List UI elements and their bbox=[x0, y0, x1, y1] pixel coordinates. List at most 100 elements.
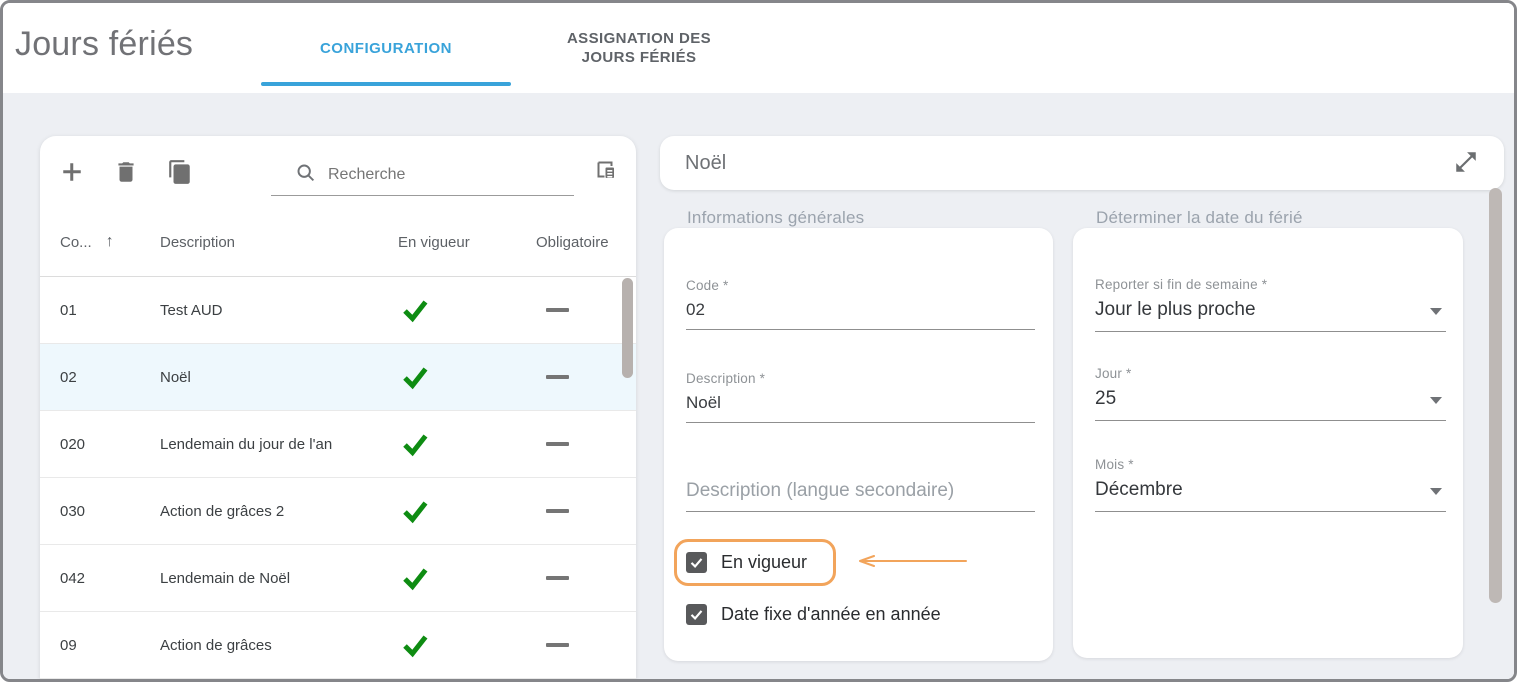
dash-icon bbox=[546, 344, 569, 410]
search-icon bbox=[271, 162, 316, 188]
annotation-arrow-icon bbox=[852, 552, 970, 575]
column-header-obligatoire-label: Obligatoire bbox=[536, 233, 609, 251]
description-field[interactable]: Description * bbox=[686, 371, 1035, 423]
tab-configuration-label: CONFIGURATION bbox=[319, 39, 453, 57]
list-scrollbar-thumb[interactable] bbox=[622, 278, 633, 378]
dash-icon bbox=[546, 277, 569, 343]
column-header-description-label: Description bbox=[160, 233, 236, 251]
column-header-obligatoire[interactable]: Obligatoire bbox=[536, 208, 609, 276]
description-label: Description * bbox=[686, 371, 766, 386]
field-underline bbox=[686, 511, 1035, 512]
field-underline bbox=[686, 422, 1035, 423]
check-icon bbox=[400, 344, 430, 410]
add-button[interactable] bbox=[52, 152, 92, 192]
column-header-description[interactable]: Description bbox=[160, 208, 235, 276]
table-row[interactable]: 030 Action de grâces 2 bbox=[40, 478, 636, 545]
general-info-card: Code * Description * En vigu bbox=[664, 228, 1053, 661]
column-header-en-vigueur-label: En vigueur bbox=[398, 233, 470, 251]
tab-configuration[interactable]: CONFIGURATION bbox=[261, 3, 511, 93]
cell-description: Lendemain du jour de l'an bbox=[160, 435, 333, 453]
page-title: Jours fériés bbox=[15, 25, 194, 63]
table-row[interactable]: 042 Lendemain de Noël bbox=[40, 545, 636, 612]
page-header: Jours fériés CONFIGURATION ASSIGNATION D… bbox=[3, 3, 1514, 93]
check-icon bbox=[400, 277, 430, 343]
cell-description: Action de grâces bbox=[160, 636, 272, 654]
check-icon bbox=[400, 545, 430, 611]
reporter-dropdown[interactable]: Reporter si fin de semaine * Jour le plu… bbox=[1095, 277, 1446, 332]
checkbox-checked-icon bbox=[686, 552, 707, 573]
en-vigueur-checkbox-label: En vigueur bbox=[721, 552, 808, 572]
reporter-value: Jour le plus proche bbox=[1095, 299, 1256, 320]
cell-code: 020 bbox=[60, 435, 86, 453]
chevron-down-icon bbox=[1430, 308, 1442, 315]
code-input[interactable] bbox=[686, 300, 1035, 320]
section-legend-general: Informations générales bbox=[687, 208, 865, 227]
expand-icon bbox=[1453, 152, 1479, 178]
holiday-date-card: Reporter si fin de semaine * Jour le plu… bbox=[1073, 228, 1463, 658]
en-vigueur-checkbox[interactable]: En vigueur bbox=[686, 552, 807, 573]
table-row-selected[interactable]: 02 Noël bbox=[40, 344, 636, 411]
delete-button[interactable] bbox=[106, 152, 146, 192]
detail-scrollbar-thumb[interactable] bbox=[1489, 188, 1502, 603]
jour-label: Jour * bbox=[1095, 366, 1132, 381]
date-fixe-checkbox-label: Date fixe d'année en année bbox=[721, 604, 941, 624]
date-fixe-checkbox[interactable]: Date fixe d'année en année bbox=[686, 604, 941, 625]
search-field[interactable] bbox=[271, 154, 574, 196]
chevron-down-icon bbox=[1430, 488, 1442, 495]
description-input[interactable] bbox=[686, 393, 1035, 413]
cell-code: 01 bbox=[60, 301, 77, 319]
table-row[interactable]: 09 Action de grâces bbox=[40, 612, 636, 679]
tab-assignation[interactable]: ASSIGNATION DES JOURS FÉRIÉS bbox=[511, 3, 767, 93]
table-row[interactable]: 01 Test AUD bbox=[40, 277, 636, 344]
jour-value: 25 bbox=[1095, 388, 1117, 409]
dash-icon bbox=[546, 478, 569, 544]
tab-assignation-label: ASSIGNATION DES JOURS FÉRIÉS bbox=[566, 30, 712, 66]
description-secondary-field[interactable] bbox=[686, 480, 1035, 512]
sort-ascending-icon: ↑ bbox=[105, 233, 114, 250]
active-tab-underline bbox=[261, 82, 511, 86]
mois-dropdown[interactable]: Mois * Décembre bbox=[1095, 457, 1446, 512]
reporter-label: Reporter si fin de semaine * bbox=[1095, 277, 1268, 292]
description-secondary-input[interactable] bbox=[686, 480, 1035, 502]
chevron-down-icon bbox=[1430, 397, 1442, 404]
field-underline bbox=[1095, 331, 1446, 332]
dash-icon bbox=[546, 612, 569, 678]
cell-code: 09 bbox=[60, 636, 77, 654]
cell-code: 042 bbox=[60, 569, 86, 587]
jour-dropdown[interactable]: Jour * 25 bbox=[1095, 366, 1446, 421]
cell-code: 02 bbox=[60, 368, 77, 386]
field-underline bbox=[686, 329, 1035, 330]
list-toolbar bbox=[40, 136, 636, 208]
delete-icon bbox=[113, 159, 139, 185]
dash-icon bbox=[546, 411, 569, 477]
cell-code: 030 bbox=[60, 502, 86, 520]
column-header-code[interactable]: Co... ↑ bbox=[60, 208, 114, 276]
column-header-en-vigueur[interactable]: En vigueur bbox=[398, 208, 470, 276]
detail-header: Noël bbox=[660, 136, 1504, 190]
checkbox-checked-icon bbox=[686, 604, 707, 625]
table-body: 01 Test AUD 02 Noël 020 bbox=[40, 277, 636, 679]
dash-icon bbox=[546, 545, 569, 611]
mois-label: Mois * bbox=[1095, 457, 1134, 472]
copy-button[interactable] bbox=[160, 152, 200, 192]
expand-button[interactable] bbox=[1452, 149, 1480, 177]
table-row[interactable]: 020 Lendemain du jour de l'an bbox=[40, 411, 636, 478]
holidays-list-panel: Co... ↑ Description En vigueur Obligatoi… bbox=[40, 136, 636, 679]
cell-description: Test AUD bbox=[160, 301, 223, 319]
check-icon bbox=[400, 478, 430, 544]
check-icon bbox=[400, 411, 430, 477]
check-icon bbox=[400, 612, 430, 678]
field-underline bbox=[1095, 511, 1446, 512]
section-legend-date: Déterminer la date du férié bbox=[1096, 208, 1303, 227]
column-header-code-label: Co... bbox=[60, 233, 92, 251]
search-input[interactable] bbox=[328, 165, 548, 184]
add-icon bbox=[57, 157, 87, 187]
column-settings-button[interactable] bbox=[586, 150, 626, 190]
mois-value: Décembre bbox=[1095, 479, 1183, 500]
detail-title: Noël bbox=[685, 151, 727, 174]
code-field[interactable]: Code * bbox=[686, 278, 1035, 330]
field-underline bbox=[1095, 420, 1446, 421]
main-content: Co... ↑ Description En vigueur Obligatoi… bbox=[3, 93, 1514, 679]
cell-description: Action de grâces 2 bbox=[160, 502, 285, 520]
